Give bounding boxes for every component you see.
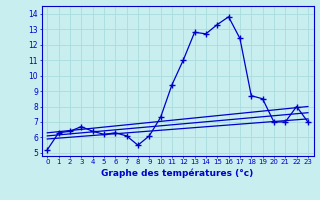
X-axis label: Graphe des températures (°c): Graphe des températures (°c): [101, 168, 254, 178]
